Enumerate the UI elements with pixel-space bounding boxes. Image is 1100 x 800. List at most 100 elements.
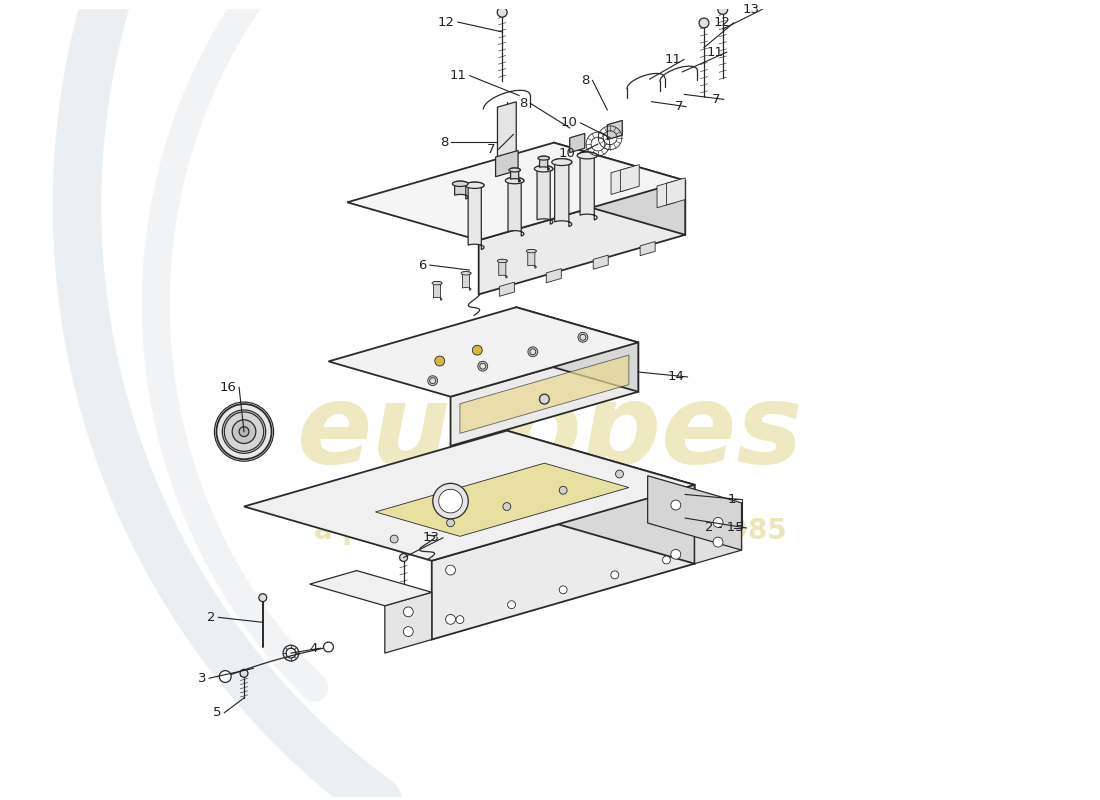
Circle shape: [430, 378, 436, 384]
Polygon shape: [537, 166, 553, 224]
Circle shape: [528, 347, 538, 357]
Circle shape: [507, 601, 516, 609]
Circle shape: [671, 550, 681, 559]
Circle shape: [662, 556, 670, 564]
Circle shape: [240, 670, 248, 678]
Text: 7: 7: [674, 100, 683, 113]
Polygon shape: [433, 282, 442, 300]
Polygon shape: [553, 142, 685, 234]
Text: 13: 13: [742, 3, 759, 16]
Text: europes: europes: [297, 379, 803, 486]
Polygon shape: [451, 342, 638, 446]
Circle shape: [219, 670, 231, 682]
Text: 11: 11: [664, 53, 681, 66]
Polygon shape: [667, 178, 685, 205]
Circle shape: [323, 642, 333, 652]
Circle shape: [713, 537, 723, 547]
Polygon shape: [694, 503, 741, 564]
Circle shape: [456, 616, 464, 623]
Circle shape: [224, 412, 264, 451]
Text: 16: 16: [219, 381, 236, 394]
Polygon shape: [535, 166, 553, 172]
Circle shape: [404, 626, 414, 637]
Circle shape: [447, 519, 454, 526]
Polygon shape: [498, 259, 507, 278]
Text: 7: 7: [487, 142, 496, 156]
Text: 10: 10: [559, 147, 575, 161]
Circle shape: [399, 554, 407, 562]
Polygon shape: [516, 307, 638, 392]
Text: 11: 11: [707, 46, 724, 58]
Circle shape: [428, 376, 438, 386]
Polygon shape: [478, 181, 685, 294]
Circle shape: [480, 363, 486, 369]
Text: 12: 12: [438, 15, 455, 29]
Text: 6: 6: [419, 258, 427, 271]
Polygon shape: [497, 102, 516, 162]
Circle shape: [434, 356, 444, 366]
Polygon shape: [538, 156, 549, 160]
Circle shape: [610, 571, 618, 579]
Circle shape: [718, 5, 728, 14]
Polygon shape: [244, 430, 694, 561]
Polygon shape: [507, 430, 694, 564]
Polygon shape: [496, 150, 518, 177]
Polygon shape: [593, 255, 608, 270]
Text: 8: 8: [581, 74, 590, 87]
Polygon shape: [657, 181, 675, 208]
Polygon shape: [452, 181, 469, 186]
Text: 8: 8: [519, 97, 527, 110]
Text: 8: 8: [440, 136, 449, 149]
Polygon shape: [375, 463, 629, 536]
Polygon shape: [499, 282, 515, 296]
Circle shape: [530, 349, 536, 354]
Polygon shape: [497, 259, 507, 262]
Text: 5: 5: [212, 706, 221, 719]
Text: 2 - 15: 2 - 15: [705, 522, 744, 534]
Circle shape: [580, 334, 586, 340]
Polygon shape: [528, 250, 537, 268]
Text: 12: 12: [714, 17, 730, 30]
Polygon shape: [607, 121, 623, 139]
Polygon shape: [510, 168, 520, 182]
Text: 2: 2: [207, 611, 216, 624]
Circle shape: [497, 7, 507, 17]
Text: 7: 7: [712, 93, 720, 106]
Circle shape: [472, 346, 482, 355]
Circle shape: [671, 500, 681, 510]
Polygon shape: [540, 156, 549, 170]
Polygon shape: [508, 178, 524, 236]
Circle shape: [258, 594, 266, 602]
Circle shape: [446, 614, 455, 624]
Polygon shape: [610, 167, 630, 194]
Polygon shape: [648, 476, 741, 550]
Text: 13: 13: [424, 531, 440, 544]
Text: 11: 11: [450, 70, 466, 82]
Circle shape: [404, 607, 414, 617]
Circle shape: [503, 502, 510, 510]
Text: 14: 14: [668, 370, 684, 383]
Circle shape: [390, 535, 398, 543]
Polygon shape: [432, 485, 694, 639]
Polygon shape: [329, 307, 638, 397]
Circle shape: [713, 518, 723, 527]
Polygon shape: [578, 152, 597, 159]
Polygon shape: [469, 182, 484, 250]
Circle shape: [217, 404, 272, 459]
Polygon shape: [526, 250, 537, 253]
Polygon shape: [554, 158, 572, 226]
Polygon shape: [580, 152, 597, 220]
Circle shape: [698, 18, 708, 28]
Circle shape: [477, 362, 487, 371]
Polygon shape: [505, 178, 524, 184]
Text: 10: 10: [561, 117, 578, 130]
Polygon shape: [462, 271, 471, 290]
Polygon shape: [461, 271, 471, 275]
Polygon shape: [640, 242, 656, 256]
Polygon shape: [460, 355, 629, 434]
Circle shape: [559, 586, 568, 594]
Circle shape: [616, 470, 624, 478]
Text: 3: 3: [198, 672, 206, 685]
Circle shape: [539, 394, 549, 404]
Circle shape: [439, 490, 462, 513]
